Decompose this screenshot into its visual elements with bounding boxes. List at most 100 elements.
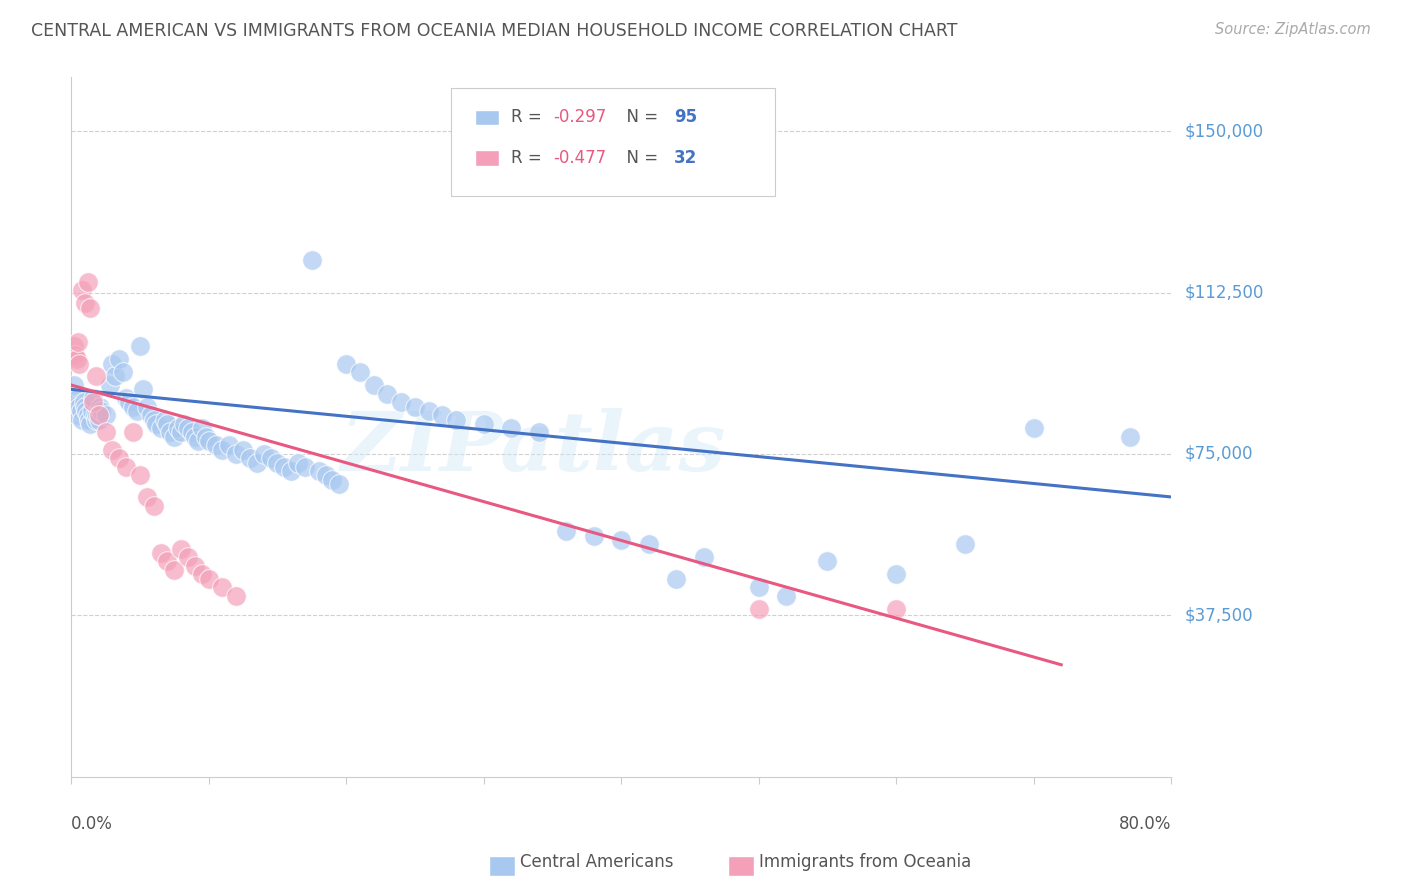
- Y-axis label: Median Household Income: Median Household Income: [0, 317, 8, 537]
- Point: [69, 357, 91, 371]
- Point: [177, 550, 200, 565]
- Point: [65, 348, 87, 362]
- Point: [173, 417, 195, 431]
- Point: [748, 580, 770, 594]
- Point: [84, 369, 107, 384]
- Point: [527, 425, 550, 440]
- Point: [610, 533, 633, 547]
- Point: [135, 490, 157, 504]
- Point: [301, 253, 323, 268]
- Point: [444, 412, 467, 426]
- Text: $75,000: $75,000: [1185, 445, 1254, 463]
- Point: [1022, 421, 1045, 435]
- Point: [363, 378, 385, 392]
- Point: [273, 459, 295, 474]
- Point: [72, 395, 94, 409]
- Point: [122, 425, 145, 440]
- Point: [70, 404, 93, 418]
- Text: -0.477: -0.477: [553, 149, 606, 167]
- Point: [129, 468, 152, 483]
- Point: [87, 408, 110, 422]
- Point: [239, 451, 262, 466]
- Point: [70, 412, 93, 426]
- Point: [170, 425, 193, 440]
- Point: [79, 417, 101, 431]
- Point: [73, 296, 96, 310]
- Point: [472, 417, 495, 431]
- Point: [156, 417, 179, 431]
- Point: [145, 417, 167, 431]
- Text: N =: N =: [616, 108, 664, 127]
- Text: Immigrants from Oceania: Immigrants from Oceania: [759, 854, 972, 871]
- Point: [73, 400, 96, 414]
- Point: [294, 459, 316, 474]
- Point: [75, 404, 97, 418]
- Point: [582, 529, 605, 543]
- Point: [195, 430, 218, 444]
- Point: [884, 567, 907, 582]
- Point: [748, 602, 770, 616]
- FancyBboxPatch shape: [475, 150, 499, 166]
- Text: 80.0%: 80.0%: [1119, 815, 1171, 833]
- Point: [259, 451, 281, 466]
- Point: [66, 408, 89, 422]
- Point: [129, 339, 152, 353]
- Point: [63, 339, 86, 353]
- Point: [555, 524, 578, 539]
- Point: [142, 412, 165, 426]
- Point: [197, 572, 219, 586]
- Text: R =: R =: [512, 108, 547, 127]
- Point: [82, 391, 104, 405]
- Text: $150,000: $150,000: [1185, 122, 1264, 140]
- Point: [89, 400, 111, 414]
- Point: [191, 567, 214, 582]
- Point: [135, 400, 157, 414]
- Point: [115, 391, 138, 405]
- Point: [287, 456, 309, 470]
- Point: [83, 408, 105, 422]
- Point: [80, 404, 103, 418]
- Point: [70, 284, 93, 298]
- Point: [817, 554, 839, 568]
- Point: [86, 408, 108, 422]
- Point: [118, 395, 141, 409]
- Point: [79, 301, 101, 315]
- Point: [204, 438, 226, 452]
- Point: [253, 447, 276, 461]
- Text: Source: ZipAtlas.com: Source: ZipAtlas.com: [1215, 22, 1371, 37]
- Point: [349, 365, 371, 379]
- Point: [280, 464, 302, 478]
- Point: [127, 404, 149, 418]
- Point: [132, 383, 155, 397]
- Point: [90, 404, 112, 418]
- Point: [432, 408, 454, 422]
- Point: [637, 537, 659, 551]
- Text: 32: 32: [673, 149, 697, 167]
- Point: [63, 378, 86, 392]
- Point: [418, 404, 440, 418]
- Point: [149, 421, 172, 435]
- Point: [66, 352, 89, 367]
- Point: [67, 391, 90, 405]
- Point: [315, 468, 337, 483]
- Point: [665, 572, 688, 586]
- Point: [108, 352, 131, 367]
- Point: [101, 442, 124, 457]
- Point: [218, 438, 240, 452]
- Point: [225, 447, 247, 461]
- Point: [167, 421, 190, 435]
- Point: [389, 395, 412, 409]
- Point: [122, 400, 145, 414]
- Point: [82, 395, 104, 409]
- Point: [187, 434, 209, 448]
- Point: [181, 425, 204, 440]
- Text: $112,500: $112,500: [1185, 284, 1264, 301]
- Text: ZIPatlas: ZIPatlas: [340, 408, 725, 488]
- Point: [184, 430, 207, 444]
- Point: [501, 421, 523, 435]
- Point: [98, 378, 121, 392]
- Point: [101, 357, 124, 371]
- FancyBboxPatch shape: [451, 88, 775, 196]
- Point: [149, 546, 172, 560]
- Text: 0.0%: 0.0%: [72, 815, 112, 833]
